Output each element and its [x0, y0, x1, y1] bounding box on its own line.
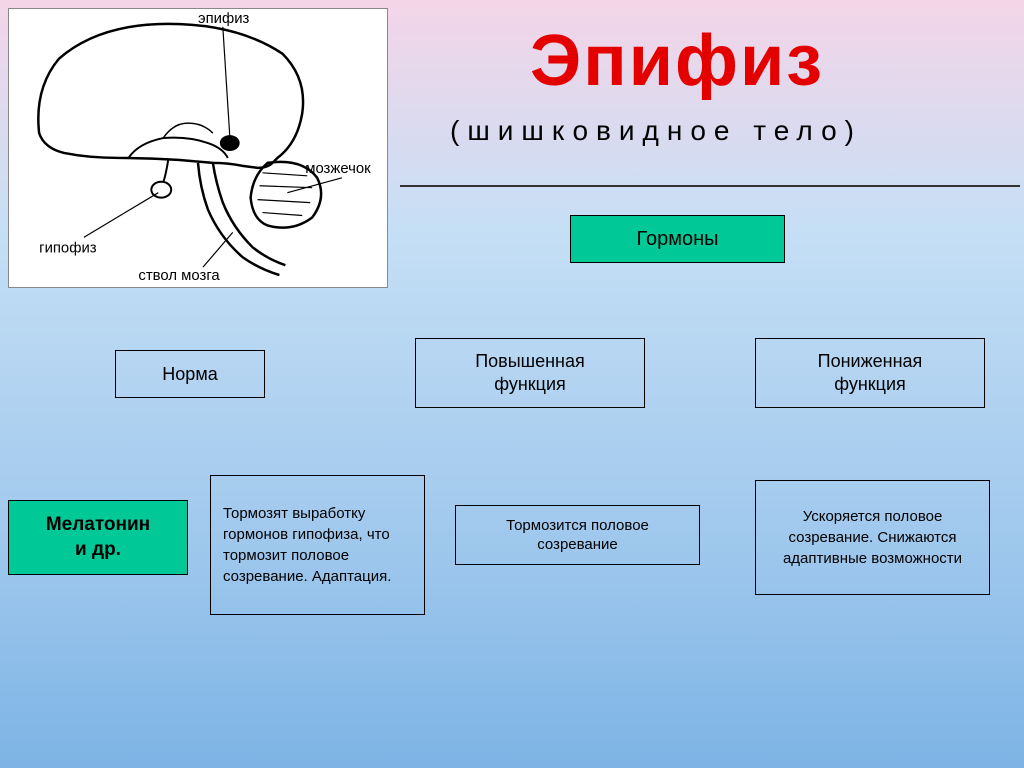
epiphysis-pointer	[223, 27, 230, 136]
hormones-box: Гормоны	[570, 215, 785, 263]
increased-description-box: Тормозится половое созревание	[455, 505, 700, 565]
decreased-label-1: Пониженная	[818, 350, 923, 373]
increased-label-1: Повышенная	[475, 350, 585, 373]
norm-label: Норма	[162, 364, 217, 385]
decreased-description: Ускоряется половое созревание. Снижаются…	[772, 506, 973, 569]
pituitary-label: гипофиз	[39, 240, 97, 256]
increased-description: Тормозится половое созревание	[472, 516, 683, 555]
epiphysis-marker	[220, 135, 240, 151]
pituitary-pointer	[84, 193, 158, 238]
brain-svg: эпифиз мозжечок гипофиз ствол мозга	[9, 9, 387, 287]
epiphysis-label: эпифиз	[198, 11, 250, 27]
decreased-description-box: Ускоряется половое созревание. Снижаются…	[755, 480, 990, 595]
page-subtitle: (шишковидное тело)	[450, 115, 862, 147]
brain-fold-2	[163, 123, 213, 138]
divider-line	[400, 185, 1020, 187]
brainstem-pointer	[203, 232, 233, 267]
melatonin-label-1: Мелатонин	[46, 513, 150, 538]
brain-anatomy-diagram: эпифиз мозжечок гипофиз ствол мозга	[8, 8, 388, 288]
norm-category-box: Норма	[115, 350, 265, 398]
decreased-label-2: функция	[834, 373, 906, 396]
brainstem-label: ствол мозга	[138, 268, 220, 284]
melatonin-label-2: и др.	[75, 538, 121, 563]
brain-fold	[129, 138, 228, 158]
norm-description: Тормозят выработку гормонов гипофиза, чт…	[223, 503, 412, 587]
page-title: Эпифиз	[530, 20, 824, 102]
decreased-category-box: Пониженная функция	[755, 338, 985, 408]
pituitary-stalk	[163, 160, 168, 183]
increased-category-box: Повышенная функция	[415, 338, 645, 408]
hormones-label: Гормоны	[636, 228, 718, 251]
melatonin-box: Мелатонин и др.	[8, 500, 188, 575]
cerebellum-label: мозжечок	[305, 161, 371, 177]
cerebellum-pointer	[287, 178, 342, 193]
norm-description-box: Тормозят выработку гормонов гипофиза, чт…	[210, 475, 425, 615]
cerebrum-outline	[38, 24, 303, 168]
cerebellum-lines	[258, 173, 313, 216]
increased-label-2: функция	[494, 373, 566, 396]
